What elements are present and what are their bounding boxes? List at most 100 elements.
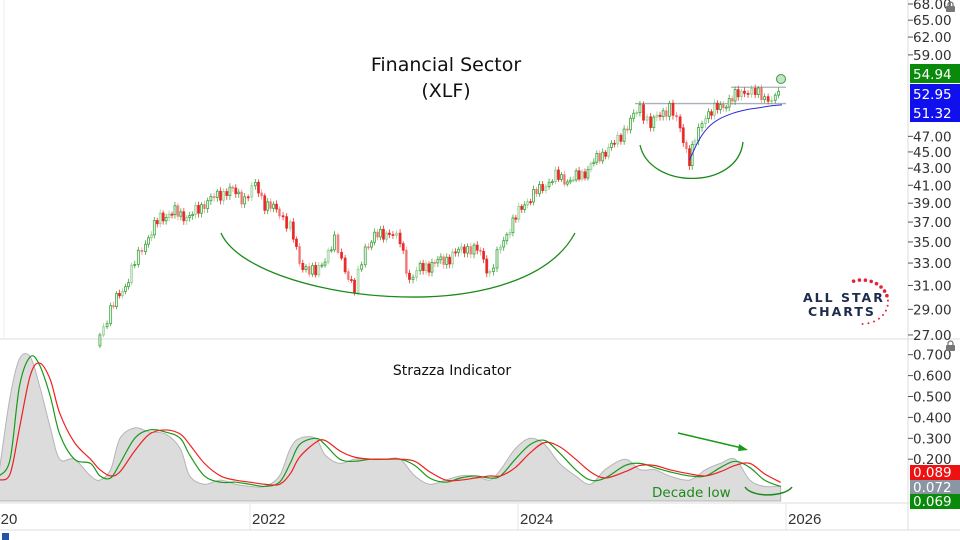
app-icon[interactable] [2,533,9,540]
candle-body [269,201,273,209]
candle-body [266,201,270,211]
candle-body [356,268,360,294]
candle-body [505,234,509,242]
candle-body [395,232,398,236]
candle-body [462,246,466,254]
candle-body [225,191,229,196]
candle-body [739,90,743,98]
candle-body [619,134,623,142]
candle-body [149,234,153,239]
candle-body [514,217,518,220]
price-value-badge [910,84,960,103]
indicator-value-badge [910,494,960,509]
candle-body [304,266,308,270]
candle-body [291,221,295,240]
indicator-tick-label: 0.700 [913,348,952,364]
candle-body [237,191,241,195]
candle-body [253,181,257,187]
candle-body [346,271,350,280]
candle-body [554,169,557,182]
candle-body [675,114,678,118]
candle-body [613,142,616,145]
candle-body [373,231,377,243]
candle-body [246,196,250,199]
candle-body [678,116,682,129]
candle-body [215,190,219,198]
candle-body [250,185,254,198]
candle-body [571,179,575,182]
price-tick-label: 59.00 [913,48,952,64]
candle-body [693,140,697,145]
candle-body [770,99,774,102]
candle-body [457,248,460,253]
candle-body [185,216,189,222]
candle-body [475,244,479,251]
candle-body [182,211,186,222]
candle-body [502,240,506,248]
candle-body [320,264,324,267]
candle-body [340,252,343,259]
candle-body [385,232,388,240]
candle-body [295,238,298,247]
candle-body [115,292,118,308]
indicator-value-badge [910,480,960,494]
candle-body [451,251,455,265]
moving-average-line [689,104,783,161]
candle-body [404,249,408,274]
candle-body [418,262,422,272]
candle-body [231,186,235,189]
star-dot [861,322,864,325]
candle-body [370,241,373,248]
candle-body [700,123,704,128]
candle-body [601,151,605,162]
candle-body [436,259,440,264]
price-tick-label: 62.00 [913,30,952,46]
candle-body [645,116,649,121]
candle-body [317,265,321,276]
candle-body [704,118,707,124]
candle-body [133,264,137,266]
candle-body [203,204,206,209]
indicator-value-badge [910,465,960,480]
candle-body [568,179,572,183]
candle-body [733,89,737,102]
candle-body [649,116,653,128]
indicator-title: Strazza Indicator [393,363,512,379]
star-dot [863,278,868,282]
candle-body [442,256,446,265]
candle-body [671,102,675,116]
candle-body [753,88,757,95]
candle-body [482,250,486,260]
candle-body [219,190,222,201]
candle-body [495,249,499,269]
horizontal-levels [635,86,786,105]
chart-subtitle: (XLF) [421,80,470,102]
indicator-axis[interactable]: 0.700 0.600 0.500 0.400 0.300 0.200 [908,348,952,469]
candle-body [661,110,665,117]
candle-body [170,213,174,216]
candle-body [102,326,105,336]
candle-body [520,205,524,210]
star-dot [857,278,862,282]
candle-body [529,201,532,204]
lock-icon[interactable] [946,340,955,351]
star-dot [874,281,879,286]
candle-body [763,96,766,101]
candle-body [485,258,489,274]
star-dot [851,279,856,283]
candle-body [616,134,620,145]
candle-body [360,264,364,270]
candle-body [307,266,311,275]
moving-average-series [689,104,783,161]
candle-body [382,228,385,240]
candle-body [577,170,581,180]
lock-icon[interactable] [946,1,955,12]
candle-body [652,116,656,128]
candle-body [583,171,587,179]
indicator-tick-label: 0.600 [913,369,952,385]
candle-body [263,195,267,211]
price-tick-label: 68.00 [913,0,952,13]
